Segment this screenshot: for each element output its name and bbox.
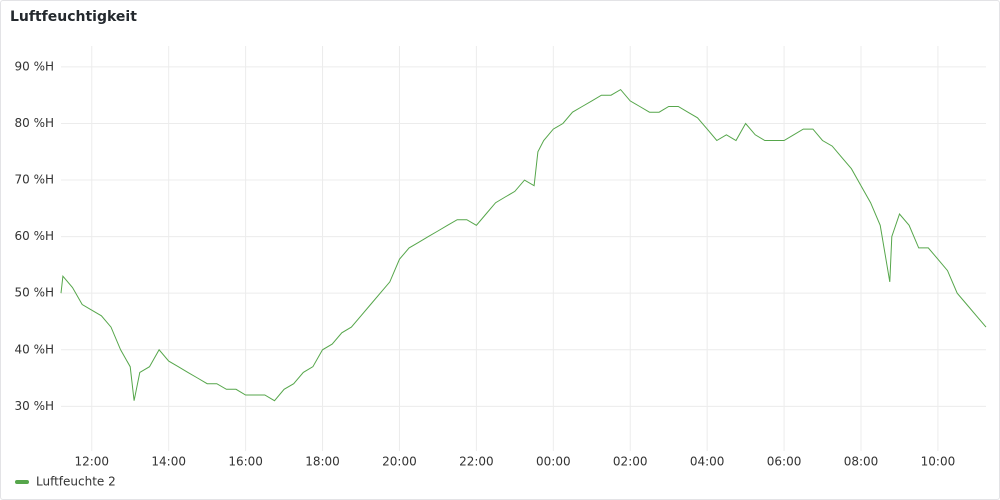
y-tick-label: 40 %H (14, 342, 54, 356)
x-tick-label: 18:00 (305, 455, 340, 469)
legend-label: Luftfeuchte 2 (36, 475, 116, 489)
y-tick-label: 60 %H (14, 229, 54, 243)
x-tick-label: 22:00 (459, 455, 494, 469)
y-tick-label: 30 %H (14, 399, 54, 413)
series-line (60, 88, 987, 402)
x-tick-label: 08:00 (844, 455, 879, 469)
x-tick-label: 16:00 (228, 455, 263, 469)
y-tick-label: 50 %H (14, 286, 54, 300)
x-tick-label: 06:00 (767, 455, 802, 469)
y-tick-label: 80 %H (14, 116, 54, 130)
legend-swatch (15, 480, 29, 484)
x-tick-label: 20:00 (382, 455, 417, 469)
y-tick-label: 90 %H (14, 59, 54, 73)
x-tick-label: 02:00 (613, 455, 648, 469)
x-tick-label: 04:00 (690, 455, 725, 469)
x-tick-label: 10:00 (921, 455, 956, 469)
panel-title: Luftfeuchtigkeit (10, 9, 137, 25)
x-tick-label: 14:00 (151, 455, 186, 469)
x-tick-label: 00:00 (536, 455, 571, 469)
y-tick-label: 70 %H (14, 173, 54, 187)
x-tick-label: 12:00 (74, 455, 109, 469)
